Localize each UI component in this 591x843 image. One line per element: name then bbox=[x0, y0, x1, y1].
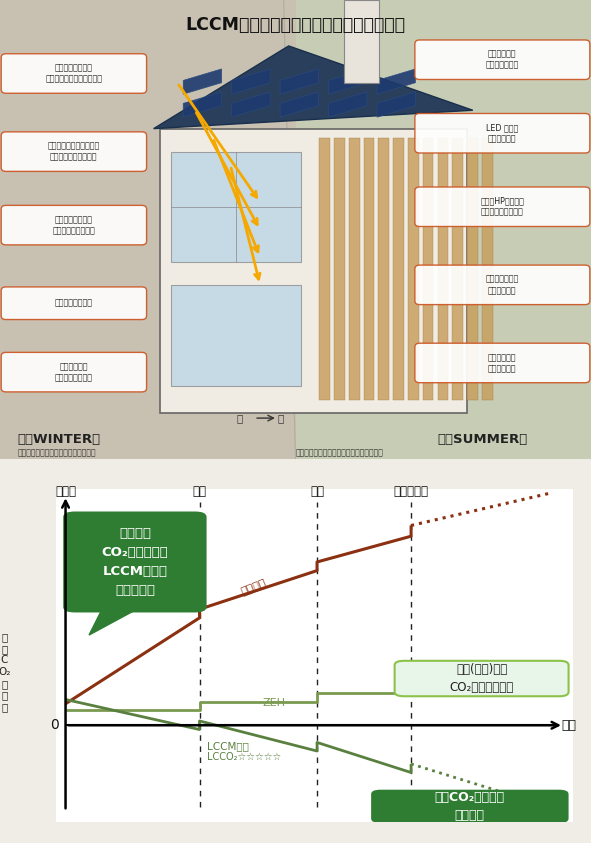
Polygon shape bbox=[183, 92, 222, 117]
FancyBboxPatch shape bbox=[415, 114, 590, 153]
Text: 窓を閉めサンルーム状の空間とする。: 窓を閉めサンルーム状の空間とする。 bbox=[18, 448, 96, 457]
Text: 冬（WINTER）: 冬（WINTER） bbox=[18, 432, 101, 446]
Polygon shape bbox=[280, 69, 319, 94]
Text: 夏（SUMMER）: 夏（SUMMER） bbox=[437, 432, 528, 446]
FancyBboxPatch shape bbox=[415, 40, 590, 79]
FancyBboxPatch shape bbox=[415, 343, 590, 383]
Bar bbox=[378, 137, 389, 400]
Bar bbox=[408, 137, 418, 400]
Bar bbox=[467, 137, 478, 400]
Text: LCCMデモンストレーション住宅／つくば: LCCMデモンストレーション住宅／つくば bbox=[186, 16, 405, 34]
Text: 建設時: 建設時 bbox=[55, 485, 76, 497]
Text: 累
積
C
O₂
排
出
量: 累 積 C O₂ 排 出 量 bbox=[0, 632, 11, 711]
Bar bbox=[171, 152, 301, 262]
Polygon shape bbox=[329, 92, 367, 117]
Text: 空気の流れを
作り出す換気塔: 空気の流れを 作り出す換気塔 bbox=[486, 50, 519, 70]
Bar bbox=[363, 137, 374, 400]
Bar bbox=[349, 137, 359, 400]
Text: LCCM住宅: LCCM住宅 bbox=[207, 741, 248, 751]
FancyBboxPatch shape bbox=[371, 790, 569, 823]
Text: 一般住宅: 一般住宅 bbox=[239, 578, 268, 598]
Bar bbox=[423, 137, 433, 400]
Polygon shape bbox=[329, 69, 367, 94]
Text: 改修: 改修 bbox=[193, 485, 206, 497]
Text: 高効率HPエアコン
による部分空冷暖房: 高効率HPエアコン による部分空冷暖房 bbox=[480, 196, 524, 217]
Text: 年数: 年数 bbox=[561, 719, 576, 732]
Text: 建設時の
CO₂排出量は、
LCCM住宅が
一番大きい: 建設時の CO₂排出量は、 LCCM住宅が 一番大きい bbox=[102, 527, 168, 597]
Text: 解体・廃棄: 解体・廃棄 bbox=[394, 485, 428, 497]
Text: 光と風を取り込む
パラボラ状の屋形状: 光と風を取り込む パラボラ状の屋形状 bbox=[53, 215, 95, 235]
Bar bbox=[452, 137, 463, 400]
Text: 夏: 夏 bbox=[278, 413, 284, 422]
Text: 窓を開放し縁側を軒下の外部空間とする。: 窓を開放し縁側を軒下の外部空間とする。 bbox=[296, 448, 384, 457]
FancyBboxPatch shape bbox=[415, 187, 590, 227]
FancyBboxPatch shape bbox=[1, 352, 147, 392]
Bar bbox=[319, 137, 330, 400]
FancyBboxPatch shape bbox=[1, 206, 147, 244]
Polygon shape bbox=[183, 69, 222, 94]
Polygon shape bbox=[377, 69, 415, 94]
Bar bbox=[171, 285, 301, 386]
Bar bbox=[160, 129, 467, 413]
FancyBboxPatch shape bbox=[1, 287, 147, 319]
Text: 改修: 改修 bbox=[310, 485, 324, 497]
Polygon shape bbox=[89, 607, 141, 635]
Text: 運用(居住)時の
CO₂排出量はゼロ: 運用(居住)時の CO₂排出量はゼロ bbox=[450, 663, 514, 694]
Text: 太陽熱集熱パネル
＋太陽電池発電集熱パネル: 太陽熱集熱パネル ＋太陽電池発電集熱パネル bbox=[46, 63, 102, 83]
FancyBboxPatch shape bbox=[395, 661, 569, 696]
FancyBboxPatch shape bbox=[1, 132, 147, 171]
Text: LED 照明の
多灯分散配置: LED 照明の 多灯分散配置 bbox=[486, 123, 518, 143]
FancyBboxPatch shape bbox=[63, 512, 207, 613]
Text: 冬: 冬 bbox=[236, 413, 243, 422]
FancyBboxPatch shape bbox=[415, 265, 590, 304]
Text: 冬季のダイレクトゲイン
を考慮した南面大開口: 冬季のダイレクトゲイン を考慮した南面大開口 bbox=[48, 142, 100, 162]
Text: 高効率給湯器
・燃料電池等: 高効率給湯器 ・燃料電池等 bbox=[488, 353, 517, 373]
Bar bbox=[334, 137, 345, 400]
Text: ZEH: ZEH bbox=[263, 698, 286, 707]
Text: 0: 0 bbox=[50, 718, 59, 733]
Text: 累穌CO₂排出量が
マイナス: 累穌CO₂排出量が マイナス bbox=[435, 791, 505, 822]
FancyBboxPatch shape bbox=[1, 54, 147, 94]
Polygon shape bbox=[232, 92, 270, 117]
Text: 日射を遮蔽する
木製ルーバー: 日射を遮蔽する 木製ルーバー bbox=[486, 275, 519, 295]
Text: 地域木材等の利用: 地域木材等の利用 bbox=[55, 298, 93, 308]
Bar bbox=[344, 0, 379, 83]
Bar bbox=[437, 137, 448, 400]
Bar bbox=[482, 137, 492, 400]
Polygon shape bbox=[154, 46, 473, 129]
Bar bbox=[393, 137, 404, 400]
Polygon shape bbox=[377, 92, 415, 117]
Text: LCCO₂☆☆☆☆☆: LCCO₂☆☆☆☆☆ bbox=[207, 752, 281, 762]
Polygon shape bbox=[232, 69, 270, 94]
Polygon shape bbox=[280, 92, 319, 117]
Text: 高炉セメント
コンクリート使用: 高炉セメント コンクリート使用 bbox=[55, 362, 93, 382]
